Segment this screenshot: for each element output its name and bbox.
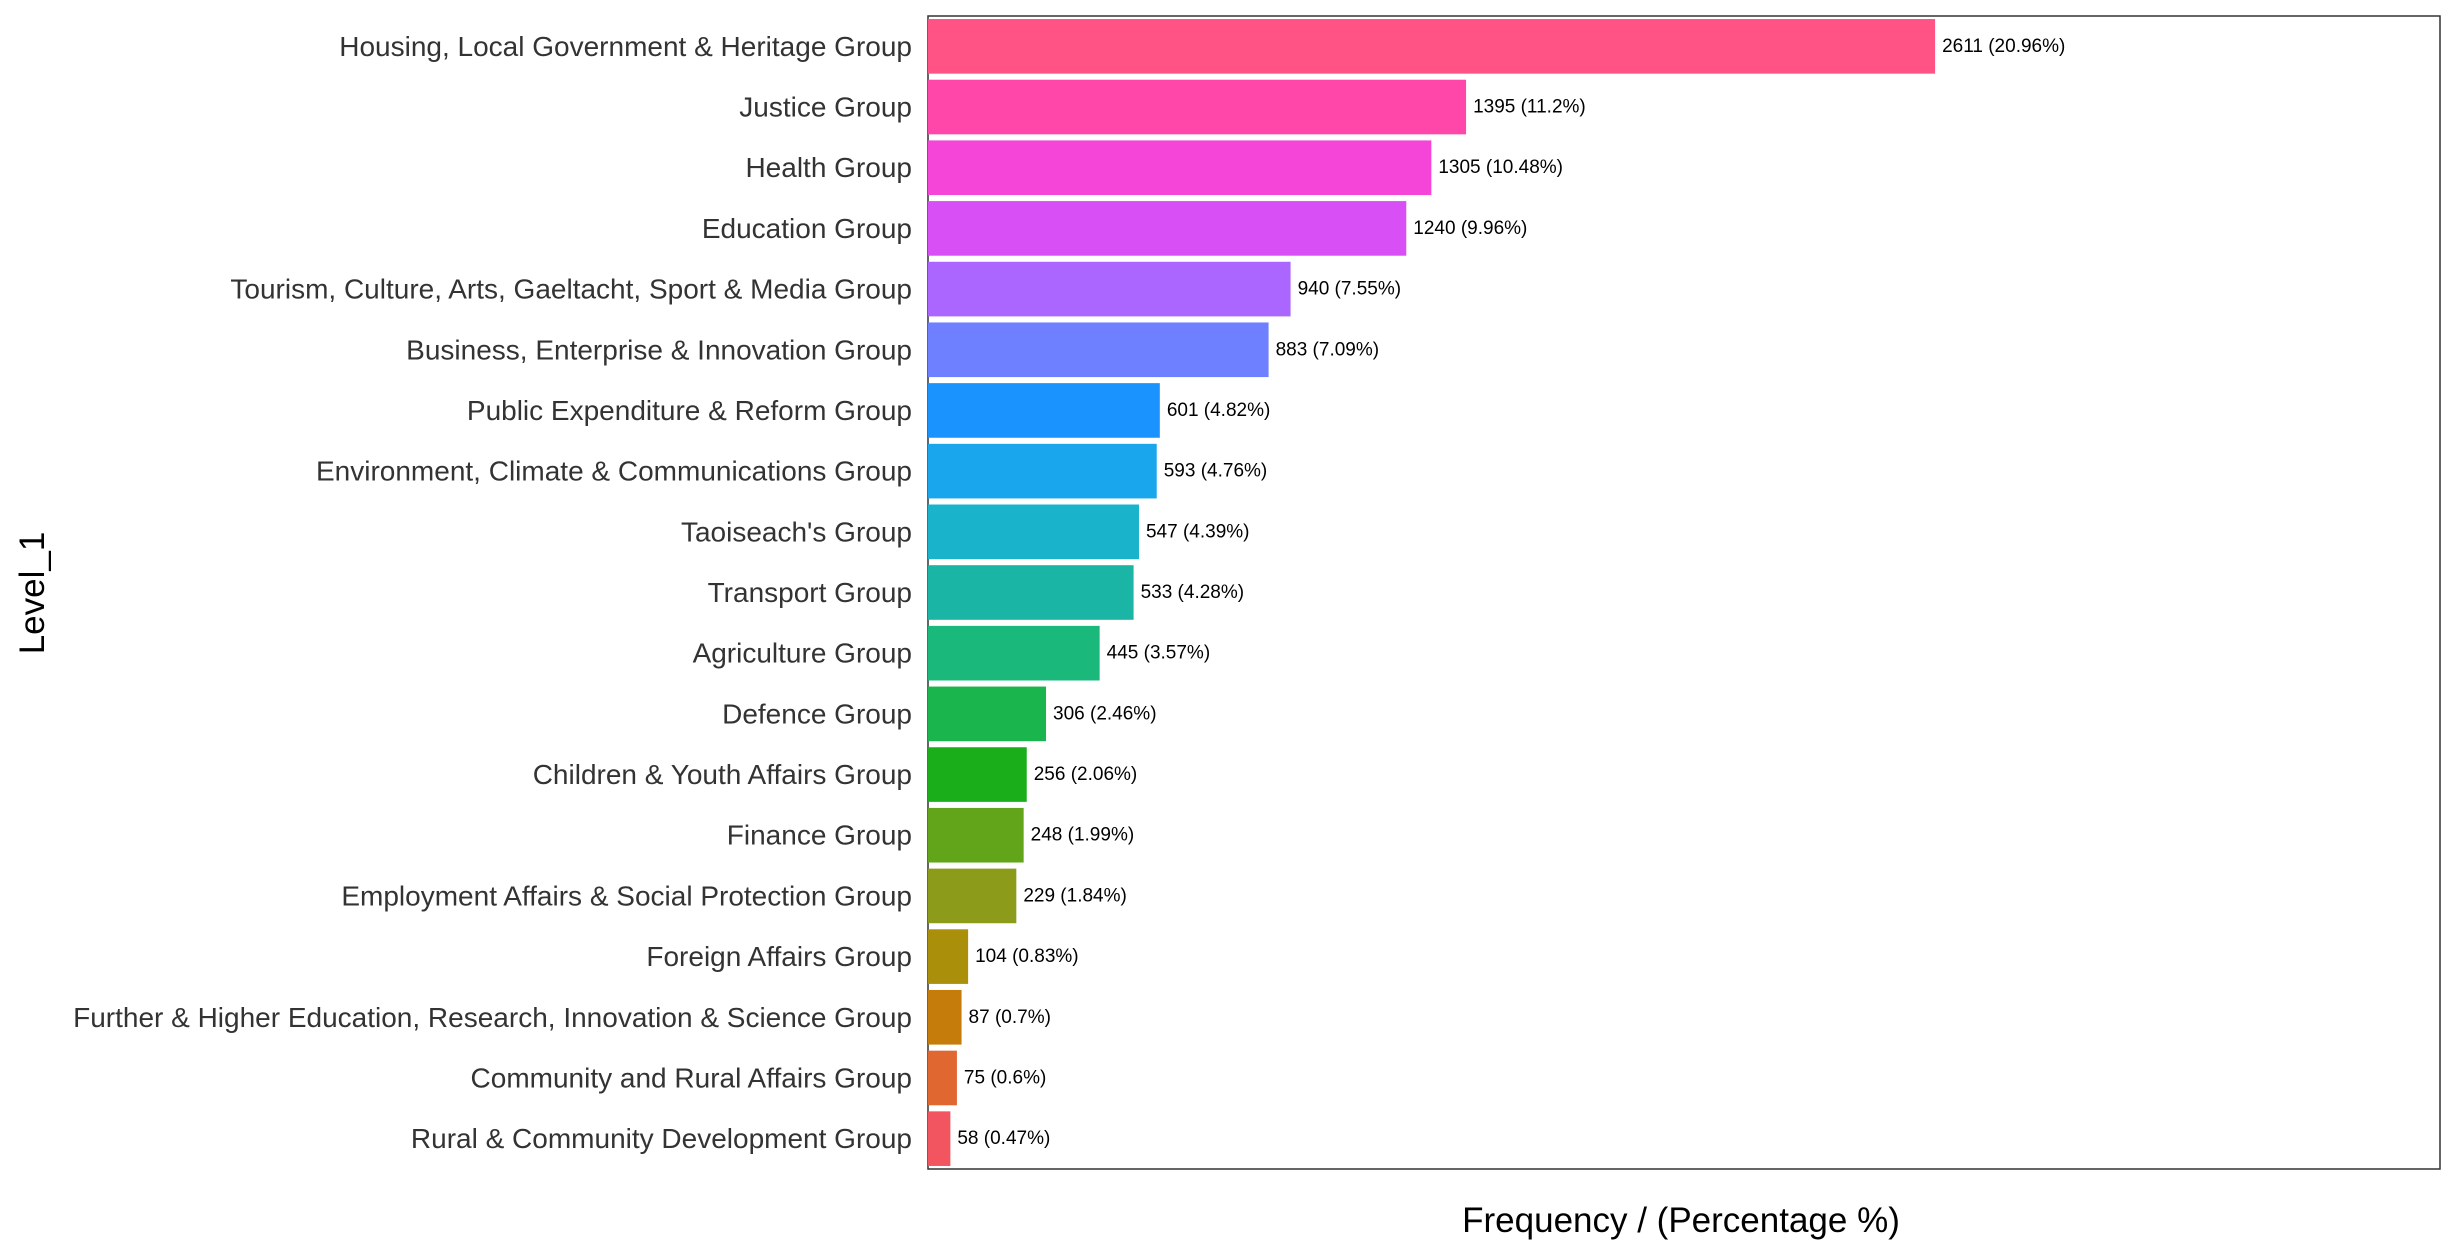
category-label: Children & Youth Affairs Group — [533, 759, 912, 790]
category-label: Rural & Community Development Group — [411, 1123, 912, 1154]
data-label: 1240 (9.96%) — [1413, 218, 1527, 239]
bars-layer — [928, 19, 1936, 1166]
bar — [928, 565, 1134, 620]
category-label: Environment, Climate & Communications Gr… — [316, 456, 912, 487]
bar — [928, 1050, 957, 1106]
data-label: 104 (0.83%) — [975, 946, 1079, 967]
data-label: 601 (4.82%) — [1167, 400, 1271, 421]
category-label: Taoiseach's Group — [681, 516, 912, 547]
category-label: Further & Higher Education, Research, In… — [73, 1002, 912, 1033]
data-label: 533 (4.28%) — [1141, 582, 1245, 603]
category-label: Tourism, Culture, Arts, Gaeltacht, Sport… — [230, 274, 912, 305]
data-label: 883 (7.09%) — [1276, 339, 1380, 360]
category-label: Public Expenditure & Reform Group — [467, 395, 912, 426]
bar — [928, 79, 1467, 135]
data-label: 940 (7.55%) — [1298, 279, 1402, 300]
bar — [928, 686, 1047, 742]
category-label: Housing, Local Government & Heritage Gro… — [339, 31, 912, 62]
bar — [928, 261, 1291, 317]
data-label: 2611 (20.96%) — [1942, 36, 2065, 57]
bar — [928, 989, 962, 1045]
bar — [928, 19, 1936, 74]
bar — [928, 140, 1432, 196]
data-label: 229 (1.84%) — [1023, 885, 1127, 906]
data-label: 58 (0.47%) — [957, 1128, 1050, 1149]
bar — [928, 383, 1160, 438]
category-label: Justice Group — [739, 92, 912, 123]
bar — [928, 504, 1139, 560]
category-label: Education Group — [702, 213, 912, 244]
data-label: 306 (2.46%) — [1053, 703, 1157, 724]
bar — [928, 322, 1269, 378]
y-axis-title: Level_1 — [13, 532, 52, 655]
data-labels: 2611 (20.96%) 1395 (11.2%) 1305 (10.48%) 12… — [957, 36, 2065, 1149]
category-label: Employment Affairs & Social Protection G… — [341, 880, 912, 911]
bar — [928, 625, 1100, 681]
x-axis-title: Frequency / (Percentage %) — [1462, 1201, 1900, 1240]
bar — [928, 747, 1027, 802]
category-label: Community and Rural Affairs Group — [471, 1062, 912, 1093]
data-label: 87 (0.7%) — [969, 1007, 1051, 1028]
data-label: 445 (3.57%) — [1107, 643, 1211, 664]
category-label: Business, Enterprise & Innovation Group — [406, 334, 912, 365]
data-label: 75 (0.6%) — [964, 1067, 1046, 1088]
bar — [928, 929, 969, 984]
bar — [928, 201, 1407, 256]
category-label: Transport Group — [708, 577, 912, 608]
bar — [928, 807, 1024, 863]
data-label: 256 (2.06%) — [1034, 764, 1138, 785]
category-label: Finance Group — [727, 820, 912, 851]
data-label: 1305 (10.48%) — [1438, 157, 1563, 178]
bar — [928, 1111, 951, 1166]
bar — [928, 443, 1157, 499]
category-label: Agriculture Group — [693, 638, 912, 669]
category-label: Health Group — [745, 152, 912, 183]
data-label: 248 (1.99%) — [1031, 825, 1135, 846]
category-labels: Housing, Local Government & Heritage Gro… — [73, 31, 912, 1154]
data-label: 547 (4.39%) — [1146, 521, 1250, 542]
data-label: 1395 (11.2%) — [1473, 97, 1586, 118]
data-label: 593 (4.76%) — [1164, 461, 1268, 482]
bar — [928, 868, 1017, 924]
category-label: Defence Group — [722, 698, 912, 729]
category-label: Foreign Affairs Group — [646, 941, 912, 972]
